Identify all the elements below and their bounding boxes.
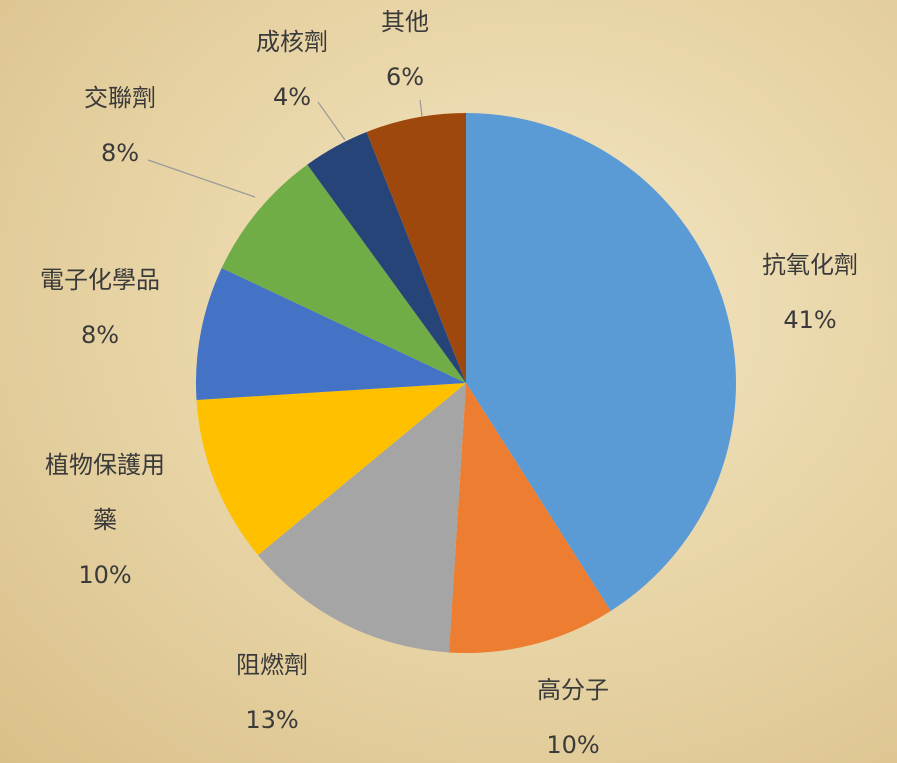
slice-label: 抗氧化劑 41%	[730, 238, 890, 348]
category-label: 阻燃劑	[236, 651, 308, 679]
value-label: 6%	[385, 63, 425, 91]
category-label: 植物保護用藥	[45, 451, 165, 534]
value-label: 4%	[272, 83, 312, 111]
value-label: 10%	[546, 731, 600, 759]
pie-slice	[221, 164, 466, 383]
leader-line	[419, 99, 423, 117]
pie-slice	[195, 268, 466, 400]
category-label: 抗氧化劑	[762, 251, 858, 279]
slice-label: 植物保護用藥 10%	[40, 438, 170, 603]
leader-line	[317, 101, 346, 141]
slice-label: 電子化學品 8%	[10, 253, 190, 363]
slice-label: 高分子 10%	[493, 663, 653, 763]
slice-label: 交聯劑 8%	[40, 71, 200, 181]
value-label: 13%	[245, 706, 299, 734]
value-label: 10%	[78, 561, 132, 589]
pie-slice	[366, 113, 466, 383]
category-label: 成核劑	[256, 28, 328, 56]
pie-slice	[449, 383, 611, 653]
category-label: 其他	[381, 8, 429, 36]
slice-label: 成核劑 4%	[212, 15, 372, 125]
slice-label: 其他 6%	[325, 0, 485, 105]
pie-slice	[257, 383, 466, 653]
pie-slice	[466, 113, 736, 611]
slice-label: 阻燃劑 13%	[192, 638, 352, 748]
value-label: 41%	[783, 306, 837, 334]
category-label: 高分子	[537, 676, 609, 704]
leader-line	[147, 159, 256, 198]
pie-slice	[196, 383, 466, 556]
category-label: 電子化學品	[40, 266, 160, 294]
value-label: 8%	[80, 321, 120, 349]
pie-slice	[307, 131, 466, 383]
category-label: 交聯劑	[84, 84, 156, 112]
value-label: 8%	[100, 139, 140, 167]
